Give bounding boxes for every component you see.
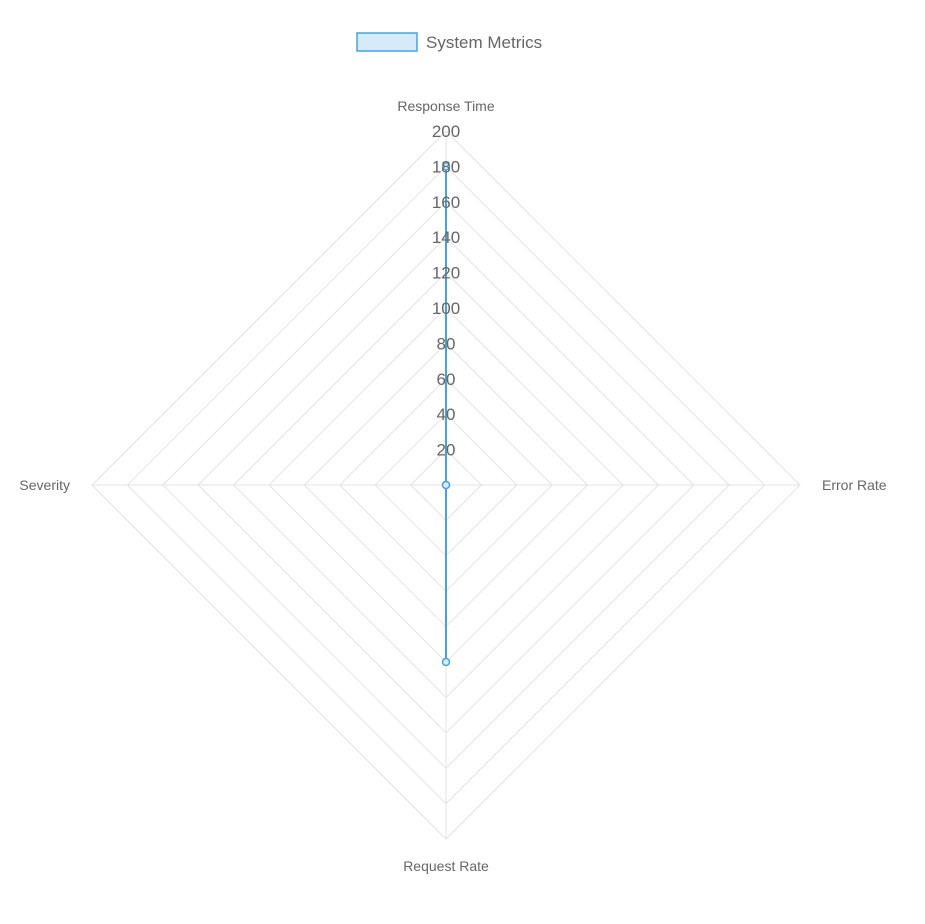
tick-label-200: 200 <box>432 122 460 141</box>
axis-label-response-time: Response Time <box>397 98 494 114</box>
tick-label-100: 100 <box>432 299 460 318</box>
axis-labels: Response Time Error Rate Request Rate Sever… <box>19 98 886 874</box>
tick-label-120: 120 <box>432 264 460 283</box>
legend-label-system-metrics[interactable]: System Metrics <box>426 33 542 52</box>
legend[interactable]: System Metrics <box>356 32 542 52</box>
tick-label-80: 80 <box>437 334 456 353</box>
tick-label-60: 60 <box>437 370 456 389</box>
tick-label-20: 20 <box>437 441 456 460</box>
data-point-response-time[interactable] <box>441 162 451 171</box>
tick-label-140: 140 <box>432 228 460 247</box>
series-system-metrics <box>441 162 451 667</box>
tick-label-180: 180 <box>432 157 460 176</box>
legend-swatch-system-metrics[interactable] <box>356 32 418 52</box>
data-point-severity[interactable] <box>441 480 451 490</box>
tick-label-40: 40 <box>437 405 456 424</box>
tick-label-160: 160 <box>432 193 460 212</box>
radial-tick-labels: 20 40 60 80 100 120 140 160 180 200 <box>432 122 460 460</box>
axis-label-error-rate: Error Rate <box>822 477 887 493</box>
data-point-request-rate[interactable] <box>441 657 451 667</box>
axis-label-severity: Severity <box>19 477 70 493</box>
axis-label-request-rate: Request Rate <box>403 858 489 874</box>
